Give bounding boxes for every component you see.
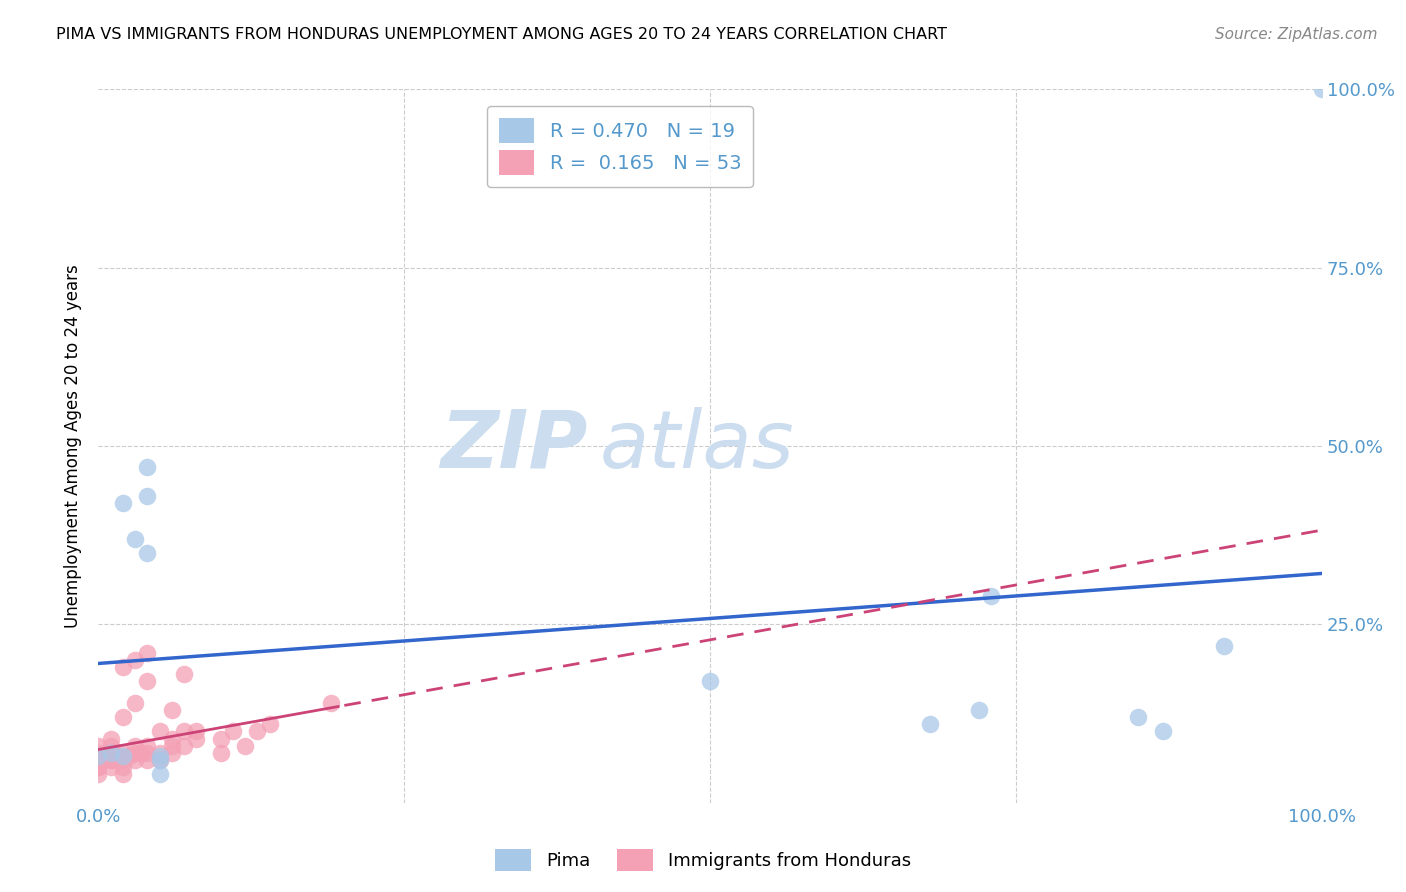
Point (87, 746, 110, 760)
Point (699, 674, 721, 689)
Point (111, 660, 134, 674)
Point (149, 753, 172, 767)
Point (100, 760, 122, 774)
Point (160, 731, 183, 746)
Point (111, 710, 134, 724)
Point (259, 717, 281, 731)
Point (920, 717, 942, 731)
Legend: Pima, Immigrants from Honduras: Pima, Immigrants from Honduras (488, 842, 918, 879)
Point (160, 746, 183, 760)
Point (149, 724, 172, 739)
Point (173, 724, 195, 739)
Point (100, 753, 122, 767)
Point (100, 746, 122, 760)
Point (136, 753, 159, 767)
Point (160, 703, 183, 717)
Point (173, 667, 195, 681)
Point (980, 589, 1002, 603)
Point (136, 489, 159, 503)
Point (186, 724, 208, 739)
Point (209, 746, 232, 760)
Point (111, 760, 134, 774)
Point (87, 760, 110, 774)
Point (111, 767, 134, 781)
Point (124, 753, 146, 767)
Point (222, 724, 245, 739)
Text: PIMA VS IMMIGRANTS FROM HONDURAS UNEMPLOYMENT AMONG AGES 20 TO 24 YEARS CORRELAT: PIMA VS IMMIGRANTS FROM HONDURAS UNEMPLO… (56, 27, 948, 42)
Point (105, 749, 128, 764)
Y-axis label: Unemployment Among Ages 20 to 24 years: Unemployment Among Ages 20 to 24 years (65, 264, 83, 628)
Point (111, 749, 134, 764)
Point (87, 739, 110, 753)
Point (149, 753, 172, 767)
Point (111, 746, 134, 760)
Point (87, 749, 110, 764)
Point (136, 646, 159, 660)
Point (136, 739, 159, 753)
Point (100, 739, 122, 753)
Point (124, 746, 146, 760)
Point (136, 546, 159, 560)
Point (111, 753, 134, 767)
Point (173, 739, 195, 753)
Point (129, 746, 152, 760)
Point (111, 496, 134, 510)
Point (160, 739, 183, 753)
Point (1152, 724, 1174, 739)
Point (149, 749, 172, 764)
Point (136, 746, 159, 760)
Point (87, 756, 110, 771)
Point (1310, 82, 1333, 96)
Point (136, 460, 159, 475)
Point (1212, 639, 1234, 653)
Point (124, 739, 146, 753)
Text: atlas: atlas (600, 407, 794, 485)
Point (87, 749, 110, 764)
Point (1128, 710, 1150, 724)
Point (967, 703, 990, 717)
Point (124, 696, 146, 710)
Point (149, 767, 172, 781)
Text: ZIP: ZIP (440, 407, 588, 485)
Point (319, 696, 342, 710)
Point (186, 731, 208, 746)
Point (100, 731, 122, 746)
Legend: R = 0.470   N = 19, R =  0.165   N = 53: R = 0.470 N = 19, R = 0.165 N = 53 (488, 106, 752, 187)
Point (100, 753, 122, 767)
Point (233, 739, 256, 753)
Point (136, 674, 159, 689)
Point (100, 746, 122, 760)
Point (209, 731, 232, 746)
Point (124, 532, 146, 546)
Point (87, 753, 110, 767)
Point (87, 753, 110, 767)
Point (118, 749, 141, 764)
Point (246, 724, 269, 739)
Point (87, 767, 110, 781)
Point (124, 653, 146, 667)
Text: Source: ZipAtlas.com: Source: ZipAtlas.com (1215, 27, 1378, 42)
Point (149, 746, 172, 760)
Point (87, 760, 110, 774)
